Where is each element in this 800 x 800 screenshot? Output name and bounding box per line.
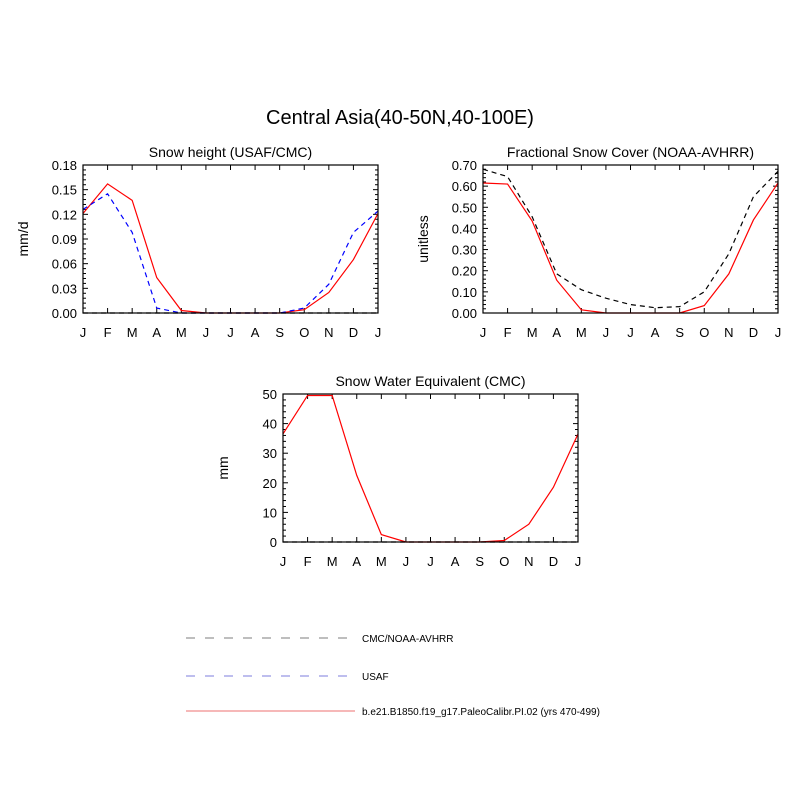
panel-title: Snow height (USAF/CMC)	[149, 144, 312, 160]
y-axis-label: mm	[215, 456, 231, 479]
series-line-model	[82, 183, 379, 314]
y-tick-label: 0.50	[452, 200, 477, 215]
x-tick-label: J	[403, 554, 410, 569]
x-tick-label: J	[627, 325, 634, 340]
legend: CMC/NOAA-AVHRR USAF b.e21.B1850.f19_g17.Pa…	[186, 634, 600, 718]
x-tick-label: F	[104, 325, 112, 340]
y-tick-label: 0.00	[452, 306, 477, 321]
chart-panel-1: Snow height (USAF/CMC) mm/d 0.00 0.03 0.06 0.…	[15, 144, 381, 340]
y-tick-label: 0	[270, 535, 277, 550]
x-tick-label: S	[475, 554, 484, 569]
x-tick-label: J	[575, 554, 582, 569]
x-tick-label: M	[327, 554, 338, 569]
x-tick-label: A	[251, 325, 260, 340]
x-tick-label: A	[152, 325, 161, 340]
x-tick-label: F	[504, 325, 512, 340]
x-tick-label: N	[724, 325, 733, 340]
y-axis-label: mm/d	[15, 222, 31, 257]
y-tick-label: 0.09	[52, 232, 77, 247]
x-tick-label: J	[280, 554, 287, 569]
plot-frame	[82, 164, 379, 314]
x-tick-label: D	[349, 325, 358, 340]
x-tick-label: J	[203, 325, 210, 340]
y-tick-label: 10	[263, 505, 277, 520]
x-tick-label: S	[275, 325, 284, 340]
x-tick-label: M	[127, 325, 138, 340]
y-tick-label: 0.70	[452, 158, 477, 173]
plot-frame	[482, 164, 779, 314]
y-tick-label: 20	[263, 476, 277, 491]
y-tick-label: 40	[263, 417, 277, 432]
x-tick-label: J	[480, 325, 487, 340]
panel-title: Fractional Snow Cover (NOAA-AVHRR)	[507, 144, 754, 160]
y-tick-label: 0.00	[52, 306, 77, 321]
chart-panel-3: Snow Water Equivalent (CMC) mm 0 10 20 30 40 50…	[215, 373, 581, 569]
x-tick-label: N	[524, 554, 533, 569]
x-tick-label: M	[376, 554, 387, 569]
plot-frame	[282, 393, 579, 543]
series-line-model	[482, 182, 779, 314]
x-tick-label: N	[324, 325, 333, 340]
x-tick-label: O	[699, 325, 709, 340]
x-tick-label: J	[775, 325, 782, 340]
y-tick-label: 0.60	[452, 179, 477, 194]
x-tick-label: J	[427, 554, 434, 569]
x-tick-label: F	[304, 554, 312, 569]
y-tick-label: 0.03	[52, 281, 77, 296]
x-tick-label: M	[527, 325, 538, 340]
x-tick-label: O	[299, 325, 309, 340]
y-tick-label: 0.30	[452, 243, 477, 258]
panel-title: Snow Water Equivalent (CMC)	[335, 373, 525, 389]
y-tick-label: 0.40	[452, 221, 477, 236]
y-tick-label: 0.20	[452, 264, 477, 279]
x-tick-label: S	[675, 325, 684, 340]
y-tick-label: 0.15	[52, 183, 77, 198]
chart-panel-2: Fractional Snow Cover (NOAA-AVHRR) unitle…	[415, 144, 781, 340]
x-tick-label: J	[603, 325, 610, 340]
legend-label: CMC/NOAA-AVHRR	[362, 634, 453, 645]
legend-label: USAF	[362, 672, 389, 683]
x-tick-label: D	[549, 554, 558, 569]
series-line-usaf	[82, 192, 379, 314]
x-tick-label: O	[499, 554, 509, 569]
y-tick-label: 0.06	[52, 257, 77, 272]
x-tick-label: M	[576, 325, 587, 340]
y-tick-label: 0.10	[452, 285, 477, 300]
y-tick-label: 30	[263, 446, 277, 461]
x-tick-label: A	[552, 325, 561, 340]
x-tick-label: A	[451, 554, 460, 569]
y-axis-label: unitless	[415, 215, 431, 262]
panels: Snow height (USAF/CMC) mm/d 0.00 0.03 0.06 0.…	[15, 144, 781, 569]
y-tick-label: 0.12	[52, 207, 77, 222]
x-tick-label: A	[352, 554, 361, 569]
series-line-model	[282, 394, 579, 543]
y-tick-label: 0.18	[52, 158, 77, 173]
x-tick-label: J	[375, 325, 382, 340]
x-tick-label: J	[227, 325, 234, 340]
x-tick-label: M	[176, 325, 187, 340]
series-line-obs	[482, 168, 779, 309]
y-tick-label: 50	[263, 387, 277, 402]
x-tick-label: A	[651, 325, 660, 340]
figure-title: Central Asia(40-50N,40-100E)	[266, 107, 534, 129]
legend-label: b.e21.B1850.f19_g17.PaleoCalibr.PI.02 (y…	[362, 707, 600, 718]
x-tick-label: D	[749, 325, 758, 340]
x-tick-label: J	[80, 325, 87, 340]
